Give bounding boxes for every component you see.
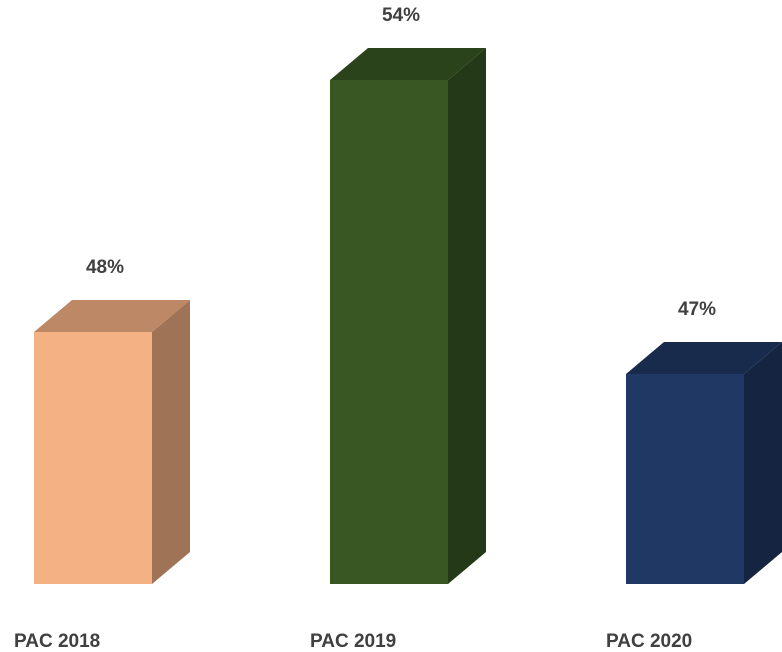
bar-front	[330, 80, 448, 584]
bar-side	[152, 300, 190, 584]
bar-front	[626, 374, 744, 584]
bar	[330, 48, 486, 584]
bar-top	[34, 300, 190, 332]
bar-top	[626, 342, 782, 374]
value-label: 47%	[678, 299, 716, 320]
x-tick-label: PAC 2019	[310, 631, 396, 652]
value-label: 54%	[382, 5, 420, 26]
bar-top	[330, 48, 486, 80]
bar-side	[448, 48, 486, 584]
value-label: 48%	[86, 257, 124, 278]
bar-side	[744, 342, 782, 584]
bar	[34, 300, 190, 584]
bar-front	[34, 332, 152, 584]
x-tick-label: PAC 2018	[14, 631, 100, 652]
x-tick-label: PAC 2020	[606, 631, 692, 652]
bar	[626, 342, 782, 584]
